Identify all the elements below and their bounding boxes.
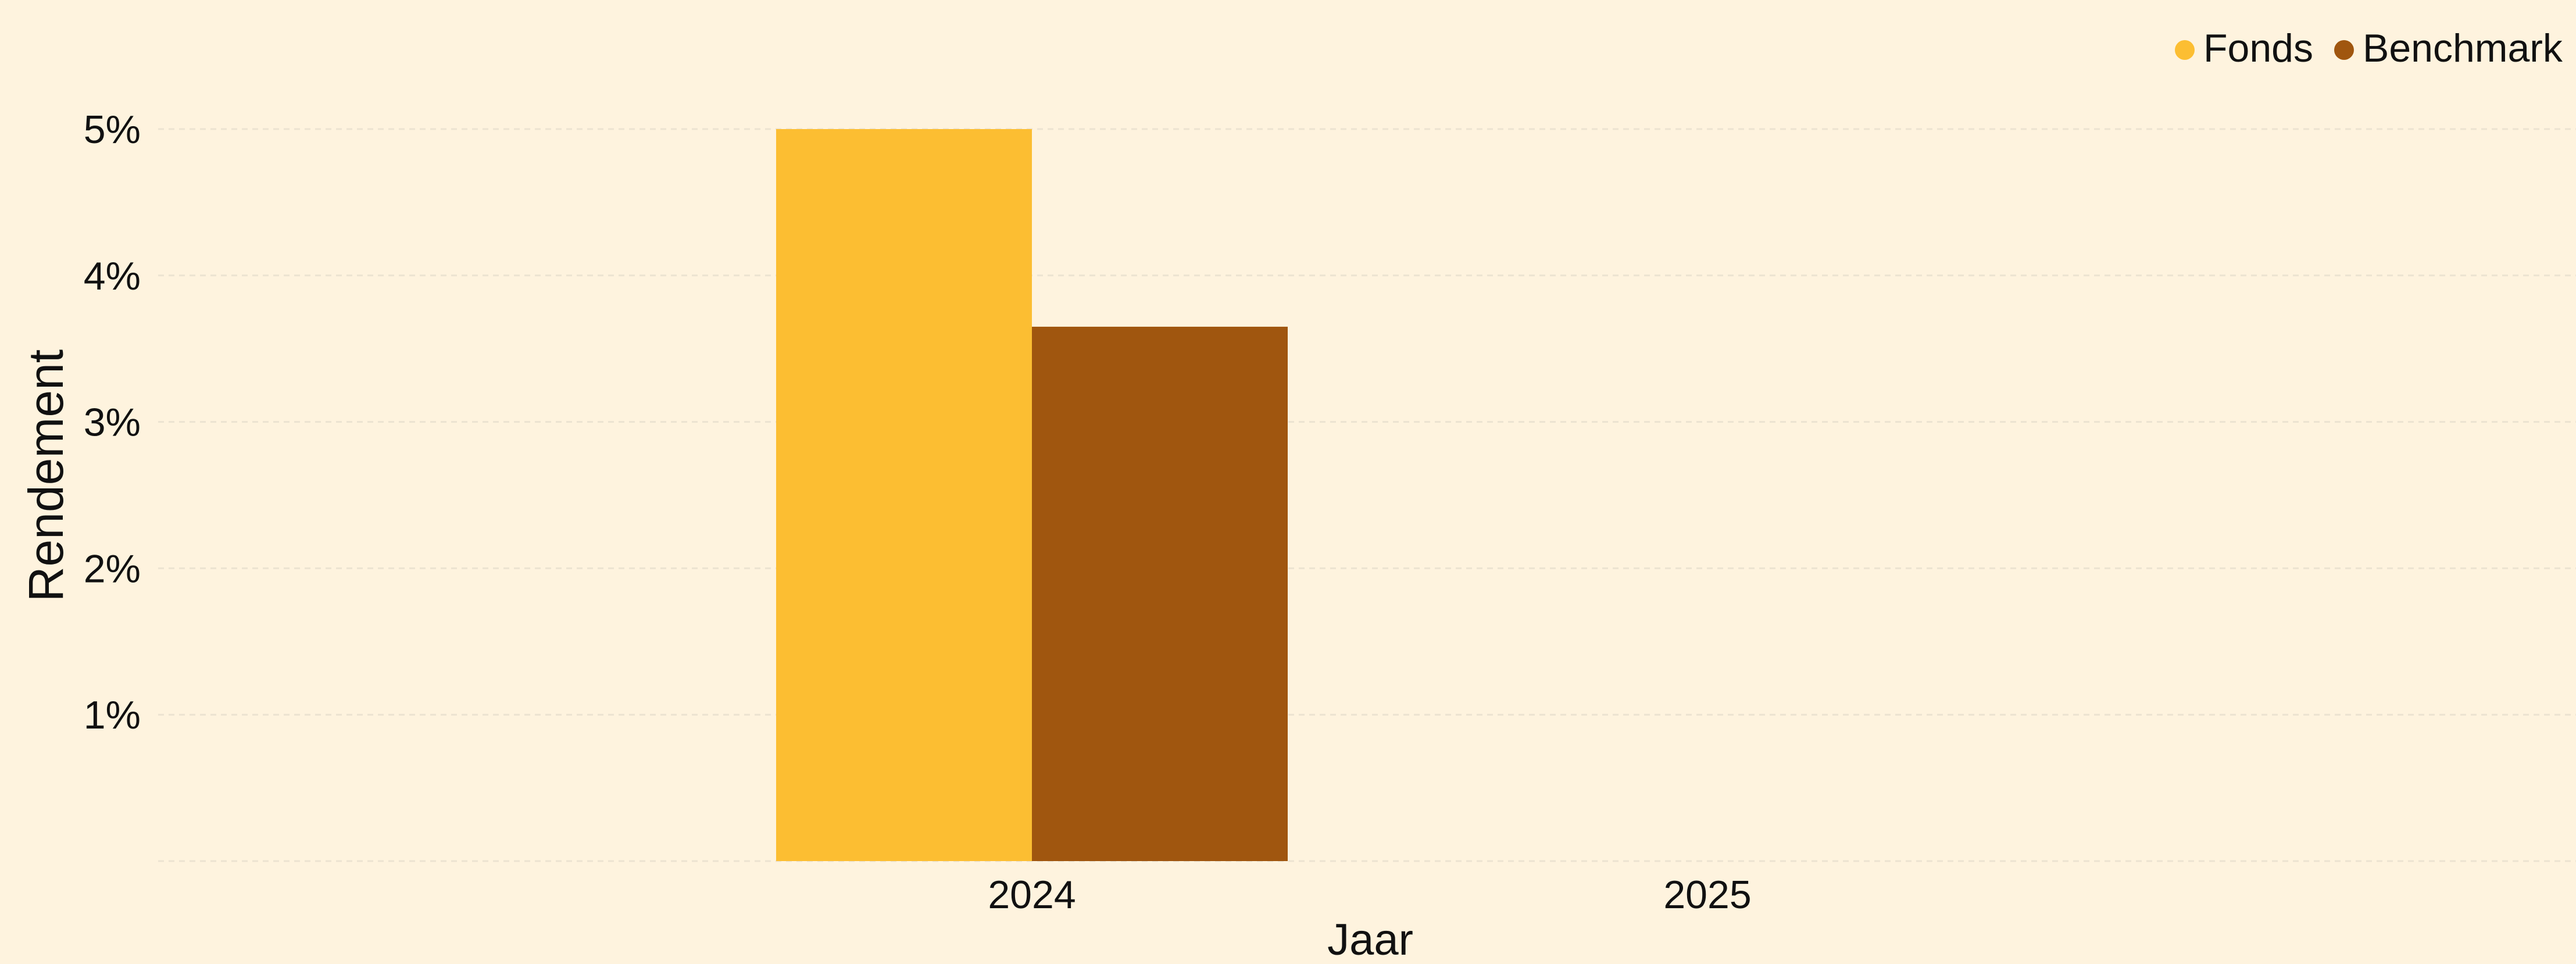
x-tick-label: 2025 [1663,873,1751,917]
y-tick-label: 4% [84,254,141,298]
legend-label-benchmark: Benchmark [2363,26,2563,70]
x-tick-label: 2024 [988,873,1076,917]
y-axis-ticks: 1% 2% 3% 4% 5% [84,108,141,737]
legend-marker-fonds [2175,40,2195,60]
y-tick-label: 1% [84,693,141,737]
legend: Fonds Benchmark [2175,26,2563,70]
y-tick-label: 3% [84,401,141,445]
y-tick-label: 5% [84,108,141,152]
bars [776,129,1288,861]
bar-fonds-2024 [776,129,1032,861]
gridlines [158,128,2576,862]
x-axis-label: Jaar [1327,915,1413,961]
legend-label-fonds: Fonds [2203,26,2313,70]
y-axis-label: Rendement [19,349,73,602]
y-tick-label: 2% [84,547,141,591]
bar-benchmark-2024 [1032,326,1288,861]
x-axis-ticks: 2024 2025 [988,873,1751,917]
legend-marker-benchmark [2334,40,2354,60]
